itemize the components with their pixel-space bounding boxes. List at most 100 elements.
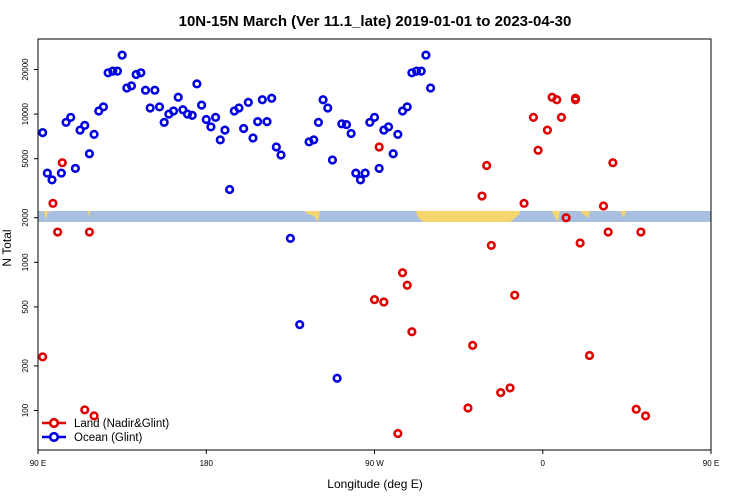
legend-label: Ocean (Glint) [74,432,143,444]
data-point [468,340,478,350]
band-strip [38,211,711,222]
data-point [239,123,249,134]
landmass-central-america [304,211,320,222]
data-point [136,68,146,78]
y-tick-label: 2000 [21,208,30,226]
data-point [486,240,496,251]
x-tick-label: 180 [200,459,214,468]
data-point [640,411,651,421]
data-point [126,81,137,91]
data-point [253,117,263,127]
x-tick-label: 90 E [30,459,46,468]
data-point [402,280,412,290]
data-point [173,92,183,102]
data-point [61,117,71,127]
data-point [84,227,95,237]
data-point [510,290,520,300]
data-point [56,168,66,178]
data-point [542,125,553,135]
data-point [584,350,595,361]
y-tick-label: 1000 [21,253,30,271]
data-point [70,163,80,174]
legend-marker [48,417,60,429]
x-axis-label: Longitude (deg E) [327,477,422,491]
series-land [38,92,651,439]
data-point [402,102,412,112]
data-point [463,403,473,413]
data-point [407,327,417,337]
data-point [38,352,48,362]
data-point [234,103,244,113]
data-point [225,184,235,195]
data-point [168,106,179,116]
data-point [309,135,319,145]
data-point [369,295,380,305]
data-point [276,150,286,160]
x-tick-label: 0 [541,459,546,468]
data-point [271,142,281,152]
data-point [80,120,90,130]
data-point [388,149,398,159]
data-point [346,128,356,139]
y-axis-label: N Total [0,229,14,266]
data-point [89,129,99,139]
data-point [248,133,258,143]
data-point [243,97,253,107]
data-point [505,383,515,393]
x-axis-ticks: 90 E 180 90 W 0 90 E [30,450,719,468]
data-point [383,122,394,132]
legend: Land (Nadir&Glint) Ocean (Glint) [42,417,169,444]
data-point [323,103,333,113]
data-point [519,198,529,208]
data-point [327,155,338,165]
data-point [552,95,562,105]
data-point [603,227,613,237]
data-point [47,175,57,185]
legend-marker [48,431,60,443]
data-point [206,122,216,132]
data-point [48,198,58,208]
data-point [108,66,118,76]
data-point [351,168,361,178]
landmass-asia [38,211,52,220]
data-point [57,158,67,168]
data-point [416,66,426,76]
data-point [608,158,618,168]
data-point [636,227,646,237]
data-point [374,142,384,152]
data-point [369,112,380,123]
data-point [318,95,328,105]
data-point [53,227,63,237]
y-tick-label: 500 [21,300,30,314]
data-point [220,125,230,135]
data-point [313,117,324,127]
y-tick-label: 200 [21,359,30,373]
data-point [365,117,375,127]
series-ocean [38,50,436,383]
x-tick-label: 90 E [703,459,719,468]
data-point [257,95,267,105]
data-point [496,388,506,398]
landmass-pacific-islands [620,211,626,218]
y-tick-label: 100 [21,403,30,417]
data-point [140,85,151,95]
y-axis-ticks: 100 200 500 1000 2000 5000 10000 20000 [21,58,38,417]
data-point [285,233,295,243]
data-point [477,191,487,201]
data-point [397,268,408,278]
legend-label: Land (Nadir&Glint) [74,418,169,430]
data-point [528,112,539,123]
data-point [425,83,436,93]
y-tick-label: 5000 [21,149,30,167]
data-point [117,50,127,60]
data-point [182,109,193,119]
data-point [360,168,370,178]
y-tick-label: 20000 [21,58,30,81]
data-point [145,103,155,113]
data-point [98,102,109,112]
data-point [262,117,272,127]
data-point [210,112,221,123]
plot-frame [37,38,712,451]
data-point [393,129,403,139]
